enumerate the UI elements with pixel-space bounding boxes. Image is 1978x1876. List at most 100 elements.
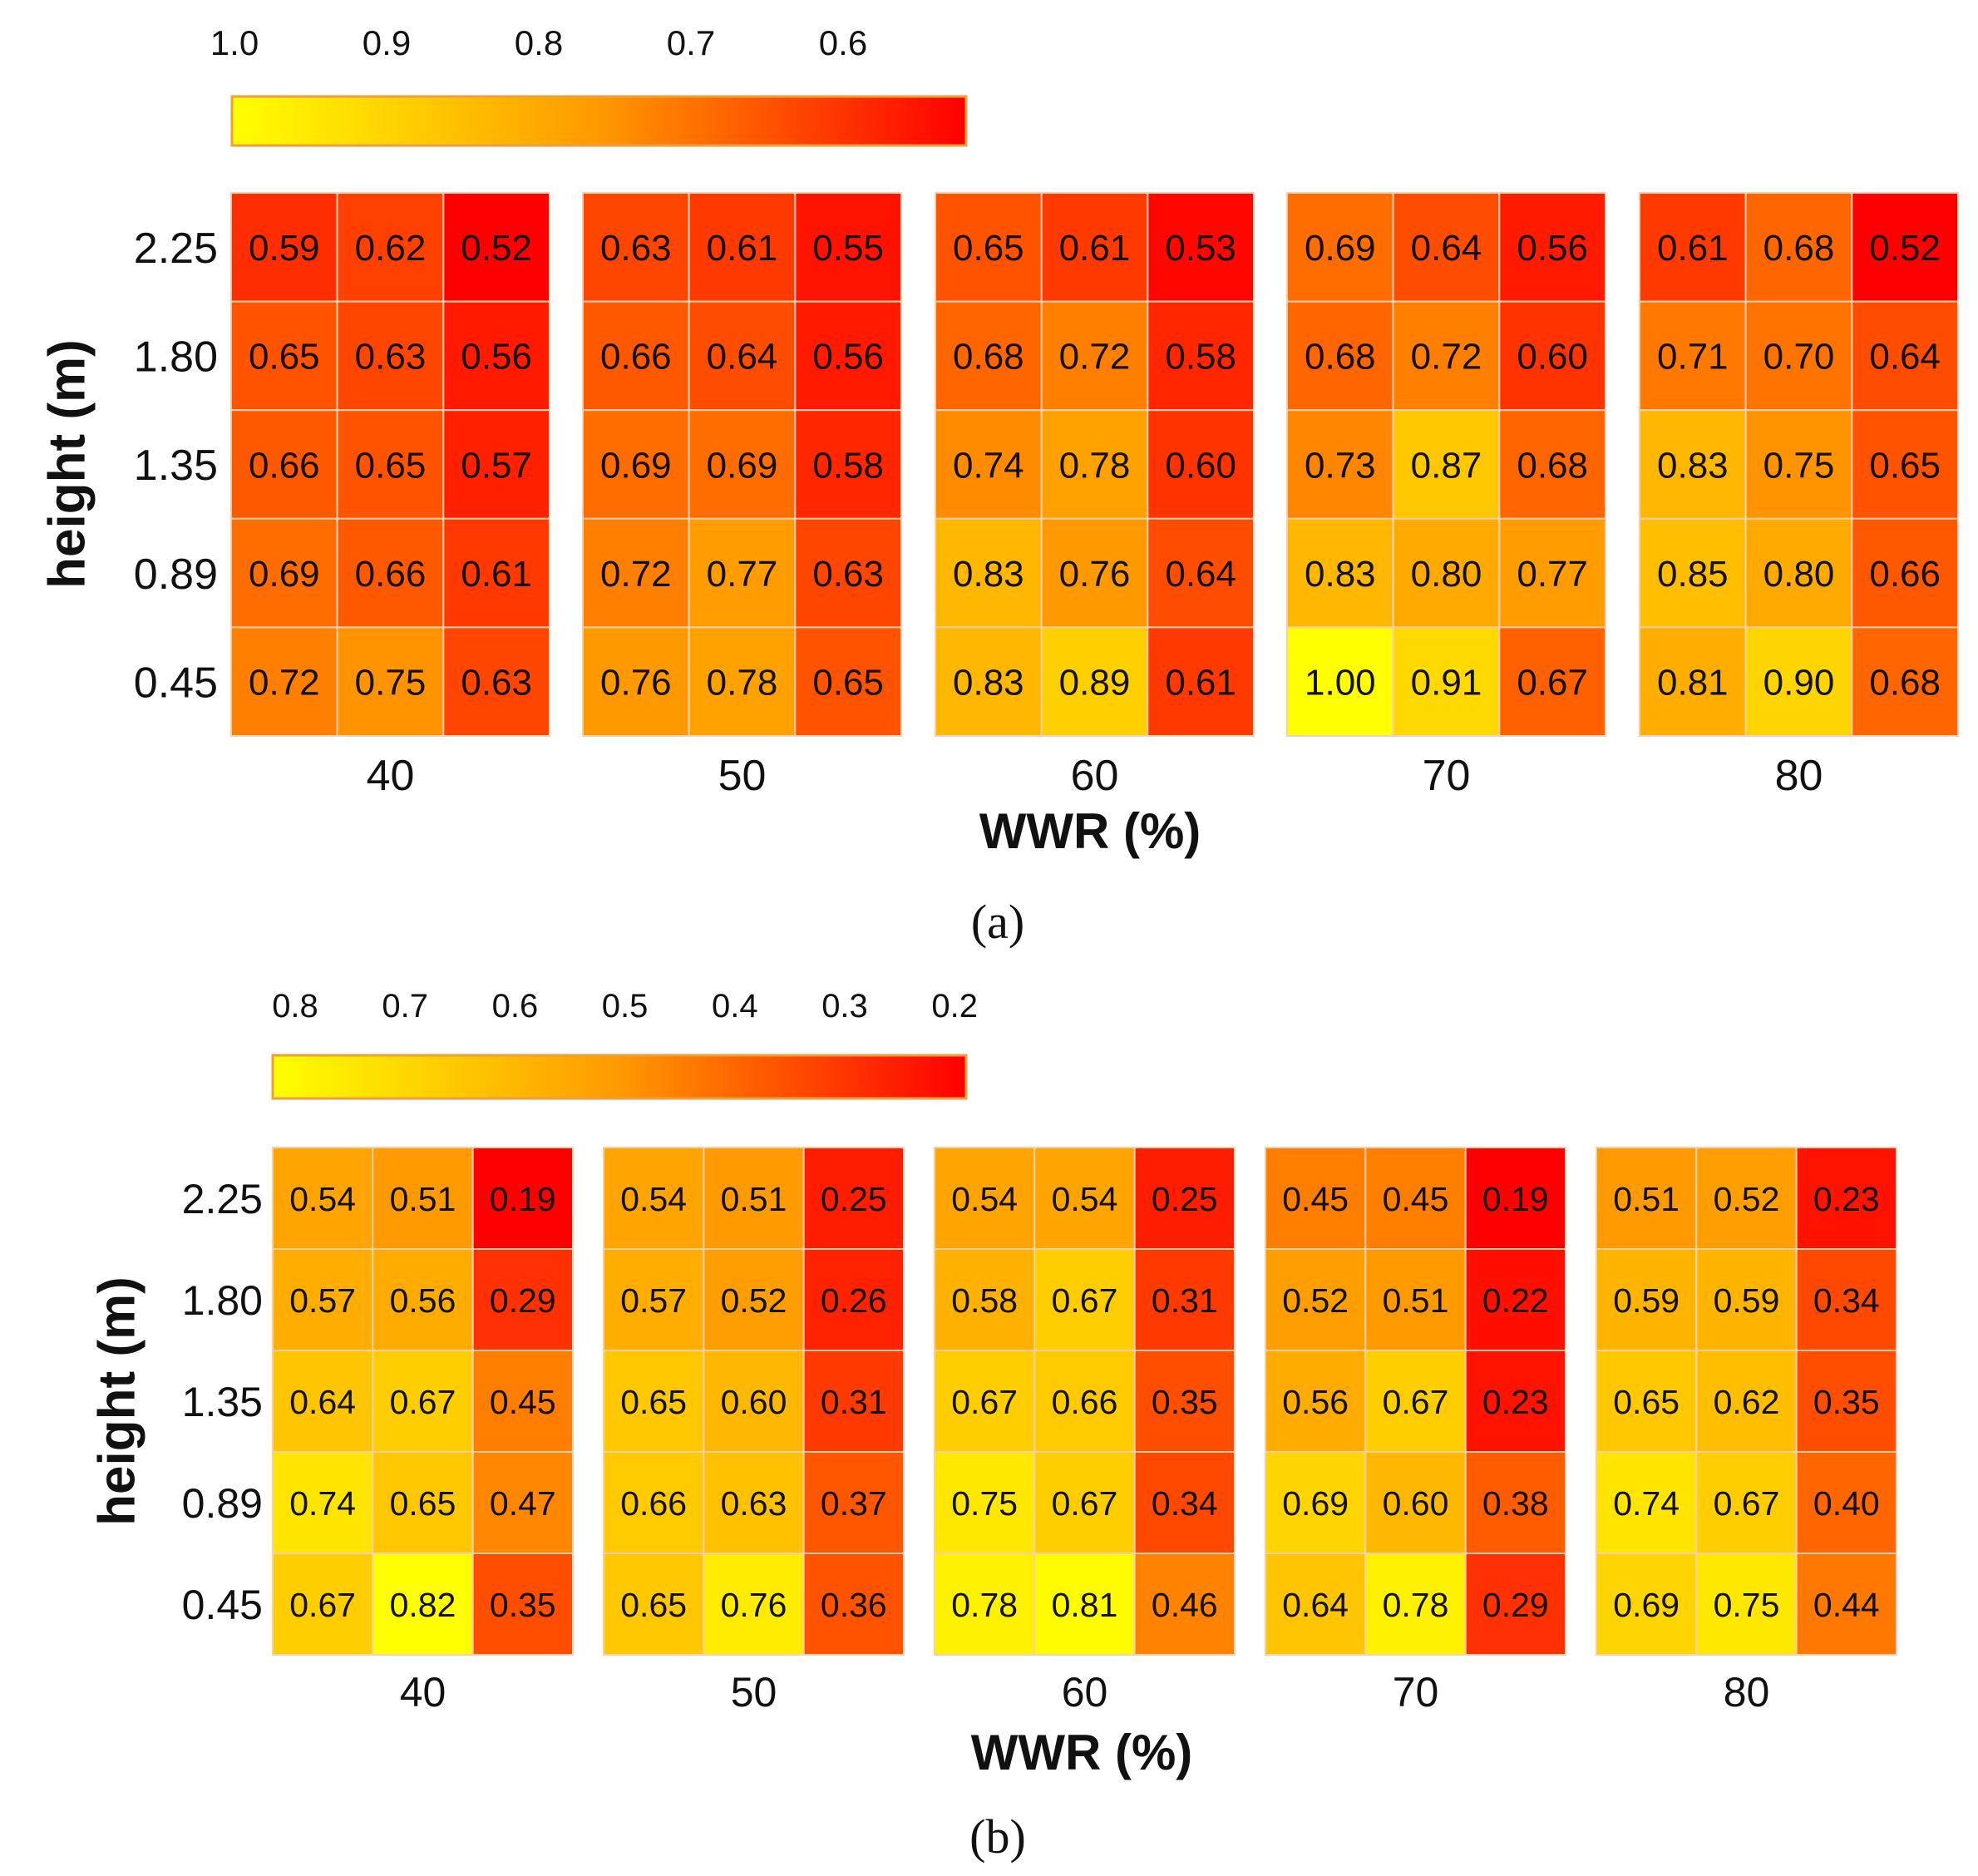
heatmap-cell (230, 192, 338, 303)
colorbar-tick-label: 0.3 (821, 988, 868, 1024)
heatmap-cell (794, 517, 902, 629)
heatmap-cell (1364, 1350, 1467, 1453)
cell-value-label: 0.69 (1613, 1586, 1680, 1624)
cell-value-label: 0.69 (600, 445, 672, 486)
heatmap-cell (935, 192, 1043, 303)
heatmap-cell (1596, 1248, 1698, 1351)
cell-value-label: 0.52 (721, 1281, 787, 1320)
cell-value-label: 0.63 (600, 228, 672, 269)
x-tick-label: 40 (400, 1669, 446, 1716)
cell-value-label: 0.74 (953, 445, 1024, 486)
cell-value-label: 0.67 (951, 1383, 1018, 1421)
heatmap-cell (1639, 626, 1747, 738)
cell-value-label: 0.65 (249, 337, 320, 378)
heatmap-cell (794, 300, 902, 412)
heatmap-panel-b: 0.8 0.7 0.6 0.5 0.4 0.3 0.20.54 0.51 0.190.57 0.5… (89, 988, 1898, 1864)
heatmap-cell (272, 1248, 374, 1351)
x-tick-label: 70 (1393, 1669, 1439, 1716)
wwr-group-60: 0.54 0.54 0.25 0.58 0.67 0.31 0.67 0.66 0.35 0.75… (934, 1147, 1236, 1656)
cell-value-label: 0.61 (461, 554, 532, 595)
cell-value-label: 0.25 (1152, 1180, 1218, 1218)
panel-label: (a) (971, 895, 1024, 949)
cell-value-label: 0.51 (1613, 1180, 1680, 1218)
x-tick-label: 60 (1071, 752, 1119, 800)
cell-value-label: 0.65 (812, 663, 884, 704)
heatmap-cell (688, 192, 797, 303)
cell-value-label: 0.52 (461, 228, 532, 269)
heatmap-cell (1392, 626, 1501, 738)
cell-value-label: 0.67 (1052, 1484, 1118, 1523)
heatmap-cell (1392, 192, 1501, 303)
cell-value-label: 0.65 (620, 1586, 687, 1624)
y-axis-title: height (m) (89, 1276, 146, 1526)
cell-value-label: 0.38 (1482, 1484, 1549, 1523)
cell-value-label: 0.23 (1482, 1383, 1549, 1421)
cell-value-label: 0.61 (1059, 228, 1131, 269)
cell-value-label: 0.69 (1282, 1484, 1349, 1523)
cell-value-label: 0.68 (1305, 337, 1376, 378)
cell-value-label: 0.40 (1813, 1484, 1880, 1523)
heatmap-cell (1265, 1350, 1367, 1453)
cell-value-label: 0.57 (620, 1281, 687, 1320)
heatmap-cell (1639, 409, 1747, 520)
cell-value-label: 0.74 (1613, 1484, 1680, 1523)
heatmap-cell (1286, 192, 1394, 303)
cell-value-label: 0.67 (1052, 1281, 1118, 1320)
heatmap-cell (471, 1248, 575, 1351)
cell-value-label: 0.29 (490, 1281, 556, 1320)
cell-value-label: 0.62 (1714, 1383, 1780, 1421)
heatmap-cell (442, 192, 550, 303)
cell-value-label: 0.54 (1052, 1180, 1118, 1218)
heatmap-cell (1464, 1248, 1566, 1351)
cell-value-label: 0.19 (490, 1180, 556, 1218)
heatmap-cell (336, 626, 445, 738)
cell-value-label: 0.61 (1165, 663, 1236, 704)
wwr-group-50: 0.54 0.51 0.25 0.57 0.52 0.26 0.65 0.60 0.31 0.66… (603, 1147, 905, 1656)
heatmap-cell (230, 517, 338, 629)
cell-value-label: 0.65 (953, 228, 1024, 269)
heatmap-cell (1286, 517, 1394, 629)
heatmap-cell (1033, 1553, 1136, 1656)
cell-value-label: 0.69 (707, 445, 778, 486)
heatmap-cell (1286, 626, 1394, 738)
heatmap-cell (934, 1451, 1036, 1554)
heatmap-cell (1040, 409, 1149, 520)
y-tick-label: 0.89 (134, 550, 218, 599)
cell-value-label: 0.54 (620, 1180, 687, 1218)
wwr-group-60: 0.65 0.61 0.53 0.68 0.72 0.58 0.74 0.78 0.60 0.83… (935, 192, 1255, 738)
heatmap-cell (934, 1350, 1036, 1453)
x-axis-title: WWR (%) (971, 1725, 1193, 1780)
heatmap-cell (802, 1350, 905, 1453)
heatmap-cell (603, 1147, 705, 1250)
cell-value-label: 0.63 (721, 1484, 787, 1523)
heatmap-cell (471, 1553, 575, 1656)
cell-value-label: 0.52 (1714, 1180, 1780, 1218)
cell-value-label: 0.58 (1165, 337, 1236, 378)
cell-value-label: 0.45 (1383, 1180, 1449, 1218)
cell-value-label: 0.74 (289, 1484, 356, 1523)
heatmap-cell (1033, 1147, 1136, 1250)
heatmap-cell (934, 1553, 1036, 1656)
heatmap-cell (1392, 517, 1501, 629)
cell-value-label: 0.87 (1411, 445, 1482, 486)
heatmap-cell (1639, 192, 1747, 303)
cell-value-label: 0.61 (1657, 228, 1729, 269)
y-tick-label: 2.25 (182, 1176, 263, 1222)
cell-value-label: 0.60 (1383, 1484, 1449, 1523)
cell-value-label: 0.65 (355, 445, 427, 486)
cell-value-label: 1.00 (1305, 663, 1376, 704)
cell-value-label: 0.54 (951, 1180, 1018, 1218)
heatmap-cell (802, 1553, 905, 1656)
cell-value-label: 0.72 (1059, 337, 1131, 378)
cell-value-label: 0.62 (355, 228, 427, 269)
cell-value-label: 0.55 (812, 228, 884, 269)
cell-value-label: 0.69 (1305, 228, 1376, 269)
x-tick-label: 80 (1724, 1669, 1770, 1716)
heatmap-cell (935, 409, 1043, 520)
cell-value-label: 0.65 (1613, 1383, 1680, 1421)
cell-value-label: 0.72 (1411, 337, 1482, 378)
cell-value-label: 0.75 (355, 663, 427, 704)
cell-value-label: 0.70 (1763, 337, 1835, 378)
cell-value-label: 0.76 (1059, 554, 1131, 595)
heatmap-cell (1464, 1553, 1566, 1656)
